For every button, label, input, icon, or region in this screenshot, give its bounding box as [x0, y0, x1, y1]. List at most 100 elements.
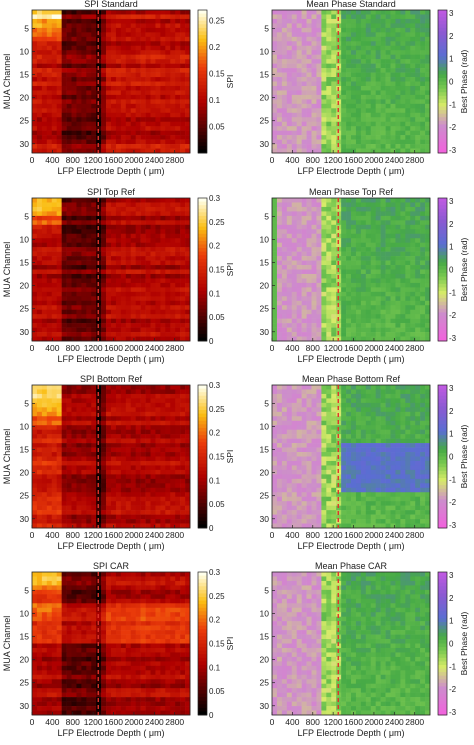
heatmap-cell: [66, 300, 72, 306]
heatmap-cell: [286, 77, 293, 82]
heatmap-cell: [41, 452, 48, 457]
heatmap-cell: [355, 247, 362, 252]
heatmap-cell: [111, 429, 117, 435]
heatmap-cell: [175, 81, 181, 87]
heatmap-cell: [32, 202, 38, 208]
heatmap-cell: [115, 220, 122, 226]
colorbar-segment: [438, 92, 447, 97]
heatmap-cell: [170, 242, 176, 248]
x-tick-label: 1600: [104, 155, 123, 165]
heatmap-cell: [36, 130, 43, 136]
heatmap-cell: [306, 23, 312, 29]
heatmap-cell: [365, 121, 372, 127]
colorbar-tick-label: -1: [449, 100, 457, 109]
heatmap-cell: [276, 54, 283, 60]
heatmap-cell: [71, 77, 77, 82]
heatmap-cell: [175, 269, 181, 275]
heatmap-cell: [120, 220, 127, 226]
heatmap-cell: [101, 398, 107, 404]
heatmap-cell: [150, 85, 156, 91]
heatmap-cell: [91, 72, 97, 78]
heatmap-cell: [286, 50, 293, 55]
heatmap-cell: [311, 314, 317, 319]
heatmap-cell: [120, 273, 127, 279]
heatmap-cell: [326, 282, 332, 288]
heatmap-cell: [130, 229, 136, 235]
colorbar-segment: [438, 208, 447, 213]
heatmap-cell: [370, 215, 376, 221]
heatmap-cell: [180, 429, 186, 435]
heatmap-cell: [41, 265, 48, 270]
heatmap-cell: [410, 68, 416, 73]
heatmap-cell: [120, 425, 127, 430]
x-tick-label: 400: [285, 343, 299, 353]
heatmap-cell: [51, 242, 57, 248]
heatmap-cell: [175, 68, 181, 73]
heatmap-cell: [385, 10, 391, 15]
heatmap-cell: [185, 139, 191, 145]
heatmap-cell: [170, 202, 176, 208]
heatmap-cell: [351, 318, 357, 324]
heatmap-cell: [135, 282, 141, 288]
heatmap-cell: [286, 10, 293, 15]
heatmap-cell: [180, 198, 186, 203]
heatmap-cell: [135, 32, 141, 38]
heatmap-cell: [296, 247, 302, 252]
heatmap-cell: [170, 434, 176, 439]
colorbar-frame: [437, 197, 448, 342]
heatmap-cell: [111, 411, 117, 417]
heatmap-cell: [331, 242, 337, 248]
heatmap-cell: [111, 260, 117, 266]
heatmap-cell: [91, 247, 97, 252]
heatmap-cell: [160, 126, 166, 131]
heatmap-cell: [375, 121, 381, 127]
heatmap-cell: [66, 411, 72, 417]
heatmap-cell: [76, 198, 82, 203]
heatmap-cell: [420, 148, 426, 154]
heatmap-cell: [150, 269, 156, 275]
heatmap-cell: [331, 296, 337, 302]
heatmap-cell: [140, 393, 146, 399]
heatmap-cell: [125, 18, 132, 24]
heatmap-cell: [91, 77, 97, 82]
heatmap-cell: [32, 385, 38, 390]
heatmap-cell: [61, 287, 67, 293]
heatmap-cell: [355, 27, 362, 33]
heatmap-cell: [32, 251, 38, 257]
heatmap-cell: [306, 332, 312, 337]
heatmap-cell: [346, 85, 352, 91]
heatmap-cell: [185, 425, 191, 430]
heatmap-cell: [86, 260, 92, 266]
heatmap-cell: [365, 59, 372, 64]
heatmap-cell: [150, 220, 156, 226]
colorbar-segment: [198, 262, 207, 267]
heatmap-cell: [145, 68, 151, 73]
heatmap-cell: [346, 256, 352, 261]
heatmap-cell: [130, 429, 136, 435]
heatmap-cell: [410, 72, 416, 78]
heatmap-cell: [125, 327, 132, 333]
heatmap-cell: [160, 224, 166, 230]
heatmap-cell: [125, 282, 132, 288]
heatmap-cell: [135, 269, 141, 275]
heatmap-cell: [46, 18, 53, 24]
colorbar-segment: [198, 230, 207, 235]
heatmap-cell: [185, 112, 191, 118]
heatmap-cell: [346, 144, 352, 149]
heatmap-cell: [46, 269, 53, 275]
heatmap-cell: [316, 251, 322, 257]
heatmap-cell: [51, 332, 57, 337]
heatmap-cell: [115, 148, 122, 154]
heatmap-cell: [355, 112, 362, 118]
heatmap-cell: [32, 50, 38, 55]
heatmap-cell: [106, 211, 112, 217]
heatmap-cell: [380, 287, 386, 293]
heatmap-cell: [101, 260, 107, 266]
heatmap-cell: [365, 32, 372, 38]
colorbar-tick-label: 1: [449, 55, 454, 64]
heatmap-cell: [46, 139, 53, 145]
colorbar-tick-label: 0.1: [209, 289, 221, 298]
heatmap-cell: [360, 108, 367, 114]
heatmap-cell: [365, 99, 372, 105]
heatmap-cell: [61, 398, 67, 404]
